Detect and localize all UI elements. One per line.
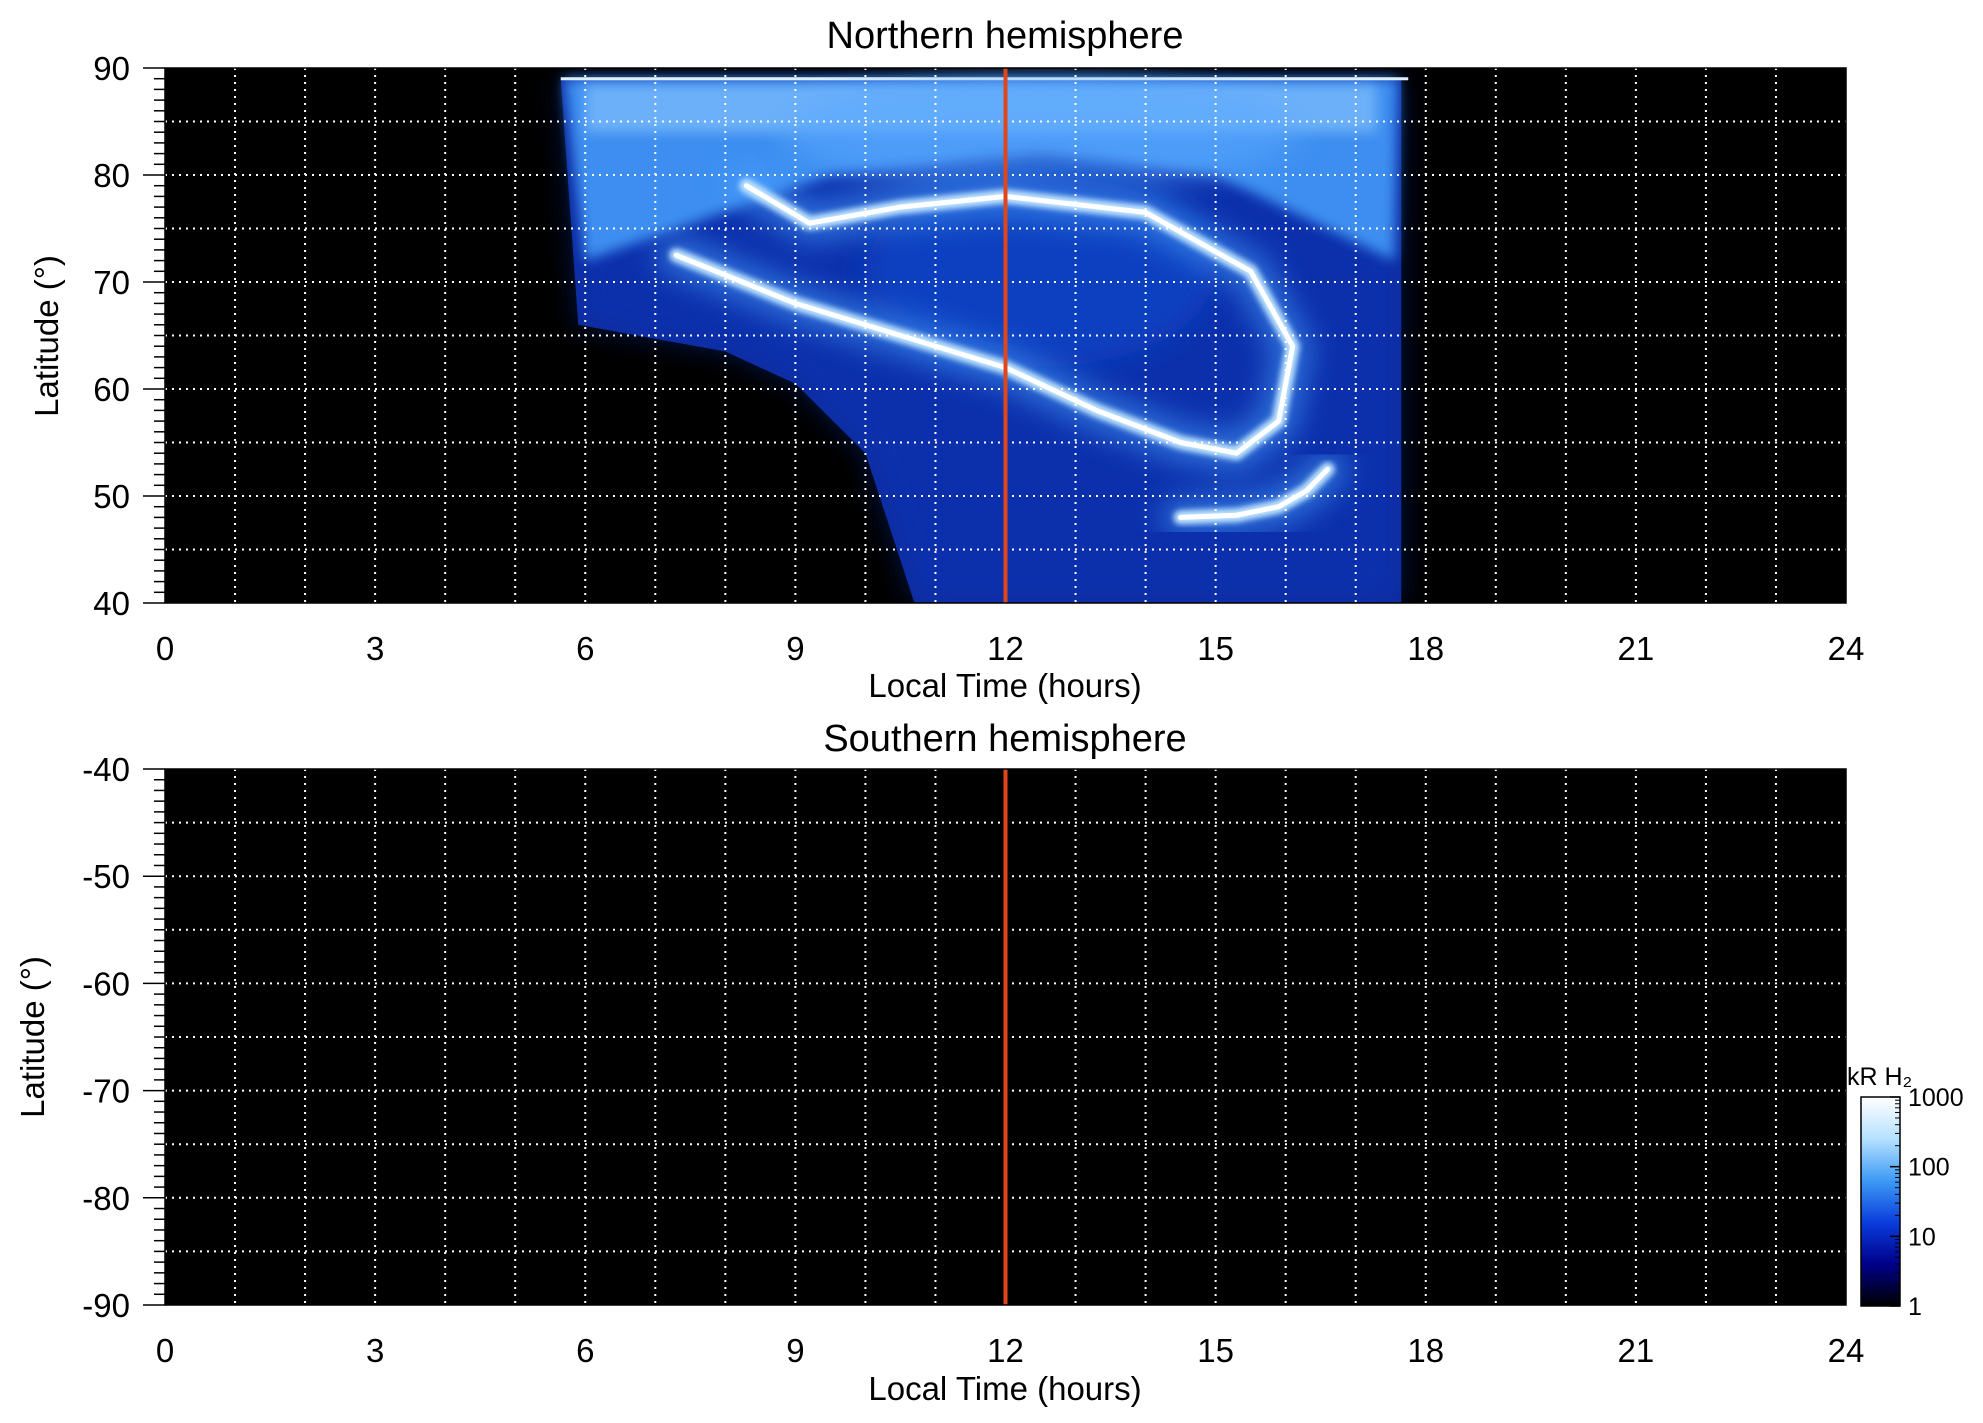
x-tick-label: 21 [1618, 1332, 1655, 1369]
y-tick-label: 70 [93, 264, 130, 301]
y-tick-label: -70 [82, 1073, 130, 1110]
y-tick-label: 90 [93, 50, 130, 87]
x-tick-label: 3 [366, 630, 384, 667]
axes [143, 67, 1847, 604]
y-tick-label: -90 [82, 1287, 130, 1324]
x-tick-label: 24 [1828, 1332, 1865, 1369]
y-tick-label: -40 [82, 751, 130, 788]
colorbar-scale [1860, 1096, 1901, 1307]
x-tick-label: 21 [1618, 630, 1655, 667]
southern-hemisphere-panel: Southern hemisphere 0 3 6 9 12 15 18 21 24 -40 -5… [14, 718, 1864, 1407]
x-axis-label: Local Time (hours) [868, 1370, 1141, 1407]
x-tick-label: 6 [576, 630, 594, 667]
colorbar-tick-label: 100 [1908, 1154, 1950, 1182]
auroral-emission [560, 77, 1409, 603]
x-tick-labels: 0 3 6 9 12 15 18 21 24 [156, 1332, 1865, 1369]
x-tick-label: 9 [786, 630, 804, 667]
x-tick-label: 6 [576, 1332, 594, 1369]
y-tick-label: 50 [93, 478, 130, 515]
axes [143, 768, 1847, 1306]
x-tick-label: 12 [987, 630, 1024, 667]
y-axis-label: Latitude (°) [14, 956, 51, 1118]
x-tick-label: 0 [156, 630, 174, 667]
x-axis-label: Local Time (hours) [868, 667, 1141, 704]
x-tick-label: 24 [1828, 630, 1865, 667]
colorbar: kR H₂ 1 10 100 1000 [1847, 1063, 1964, 1321]
panel-title: Northern hemisphere [827, 15, 1184, 57]
x-tick-label: 18 [1407, 630, 1444, 667]
x-tick-label: 15 [1197, 630, 1234, 667]
x-tick-label: 9 [786, 1332, 804, 1369]
y-axis-label: Latitude (°) [28, 255, 65, 417]
y-tick-label: -80 [82, 1180, 130, 1217]
colorbar-ticks: 1 10 100 1000 [1890, 1084, 1964, 1321]
x-tick-label: 15 [1197, 1332, 1234, 1369]
y-tick-label: 60 [93, 371, 130, 408]
y-tick-label: -50 [82, 858, 130, 895]
y-tick-label: -60 [82, 965, 130, 1002]
main-oval-arc-core [673, 183, 1296, 456]
x-tick-label: 0 [156, 1332, 174, 1369]
y-tick-labels: -40 -50 -60 -70 -80 -90 [82, 751, 130, 1324]
y-tick-label: 80 [93, 157, 130, 194]
colorbar-tick-label: 1 [1908, 1293, 1922, 1321]
northern-hemisphere-panel: Northern hemisphere 0 3 6 9 12 15 18 21 24 40 50 6… [28, 15, 1864, 704]
low-latitude-arc-core [1178, 466, 1331, 520]
x-tick-label: 18 [1407, 1332, 1444, 1369]
y-tick-label: 40 [93, 585, 130, 622]
x-tick-label: 3 [366, 1332, 384, 1369]
colorbar-tick-label: 10 [1908, 1223, 1936, 1251]
polar-cap-glow [780, 77, 1301, 188]
x-tick-label: 12 [987, 1332, 1024, 1369]
x-tick-labels: 0 3 6 9 12 15 18 21 24 [156, 630, 1865, 667]
colorbar-label: kR H₂ [1847, 1063, 1912, 1091]
colorbar-tick-label: 1000 [1908, 1084, 1964, 1112]
panel-title: Southern hemisphere [823, 718, 1186, 760]
y-tick-labels: 40 50 60 70 80 90 [93, 50, 130, 622]
